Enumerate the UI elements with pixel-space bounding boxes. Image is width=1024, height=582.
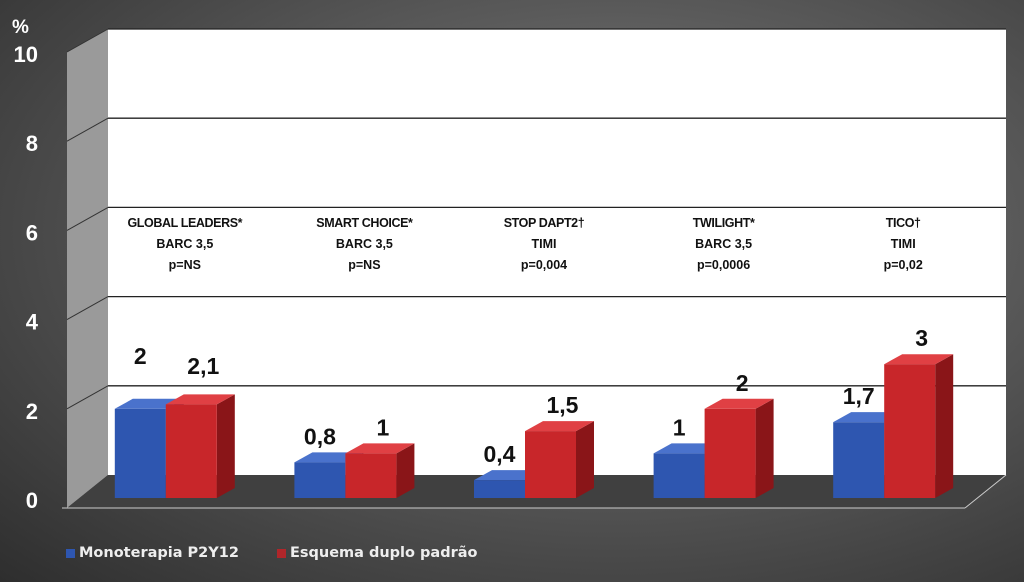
legend-swatch-red [276, 548, 286, 558]
data-label: 0,4 [484, 441, 516, 467]
data-label: 2 [134, 343, 147, 369]
bar-esquema [345, 453, 397, 498]
legend-swatch-blue [66, 548, 75, 558]
category-name: STOP DAPT2† [504, 216, 585, 230]
bar-top [704, 398, 774, 409]
legend: Monoterapia P2Y12 Esquema duplo padrão [66, 545, 477, 561]
data-label: 1,7 [843, 383, 875, 409]
y-tick-label: 0 [26, 488, 38, 513]
data-label: 1 [377, 414, 390, 440]
bar-esquema [525, 431, 576, 498]
data-label: 3 [915, 325, 928, 351]
bar-esquema [884, 364, 936, 498]
category-endpoint: TIMI [891, 237, 916, 251]
bar-side [755, 398, 774, 498]
bar-monoterapia [833, 422, 885, 498]
y-tick-label: 2 [26, 399, 38, 424]
back-wall [108, 29, 1006, 475]
y-tick-label: 6 [26, 220, 38, 245]
bar-monoterapia [294, 462, 346, 498]
gridline-side [66, 296, 109, 321]
bar-top [884, 354, 954, 365]
bar-esquema [704, 408, 756, 498]
gridline-side [66, 117, 109, 142]
category-name: SMART CHOICE* [316, 216, 413, 230]
bar-top [165, 394, 235, 405]
data-label: 1 [673, 414, 686, 440]
gridline-side [66, 28, 109, 53]
side-wall [67, 29, 108, 508]
category-endpoint: TIMI [532, 237, 557, 251]
category-endpoint: BARC 3,5 [156, 237, 213, 251]
bar-side [396, 443, 415, 498]
category-endpoint: BARC 3,5 [336, 237, 393, 251]
y-tick-label: 4 [26, 310, 39, 335]
bar-monoterapia [653, 453, 705, 498]
y-tick-label: 10 [14, 42, 38, 67]
legend-item-monoterapia: Monoterapia P2Y12 [66, 545, 239, 561]
y-axis-label: % [12, 17, 29, 38]
data-label: 1,5 [547, 392, 579, 418]
gridline-side [66, 206, 109, 231]
category-p-value: p=0,0006 [697, 258, 750, 272]
category-p-value: p=NS [169, 258, 201, 272]
bar-esquema [165, 404, 217, 498]
bar-side [576, 421, 594, 498]
bar-monoterapia [474, 480, 525, 498]
bar-monoterapia [114, 408, 166, 498]
category-p-value: p=0,02 [884, 258, 923, 272]
bar-side [935, 354, 954, 498]
gridline-side [66, 385, 109, 410]
data-label: 2,1 [187, 353, 219, 379]
category-name: TWILIGHT* [693, 216, 755, 230]
bar-top [345, 443, 415, 454]
bar-top [525, 421, 594, 432]
bar-side [216, 394, 235, 498]
x-axis-edge [964, 474, 1007, 509]
category-name: TICO† [886, 216, 921, 230]
data-label: 2 [736, 370, 749, 396]
legend-item-esquema: Esquema duplo padrão [276, 545, 477, 561]
category-endpoint: BARC 3,5 [695, 237, 752, 251]
category-p-value: p=NS [348, 258, 380, 272]
category-name: GLOBAL LEADERS* [127, 216, 242, 230]
data-label: 0,8 [304, 423, 336, 449]
y-tick-label: 8 [26, 131, 38, 156]
category-p-value: p=0,004 [521, 258, 567, 272]
